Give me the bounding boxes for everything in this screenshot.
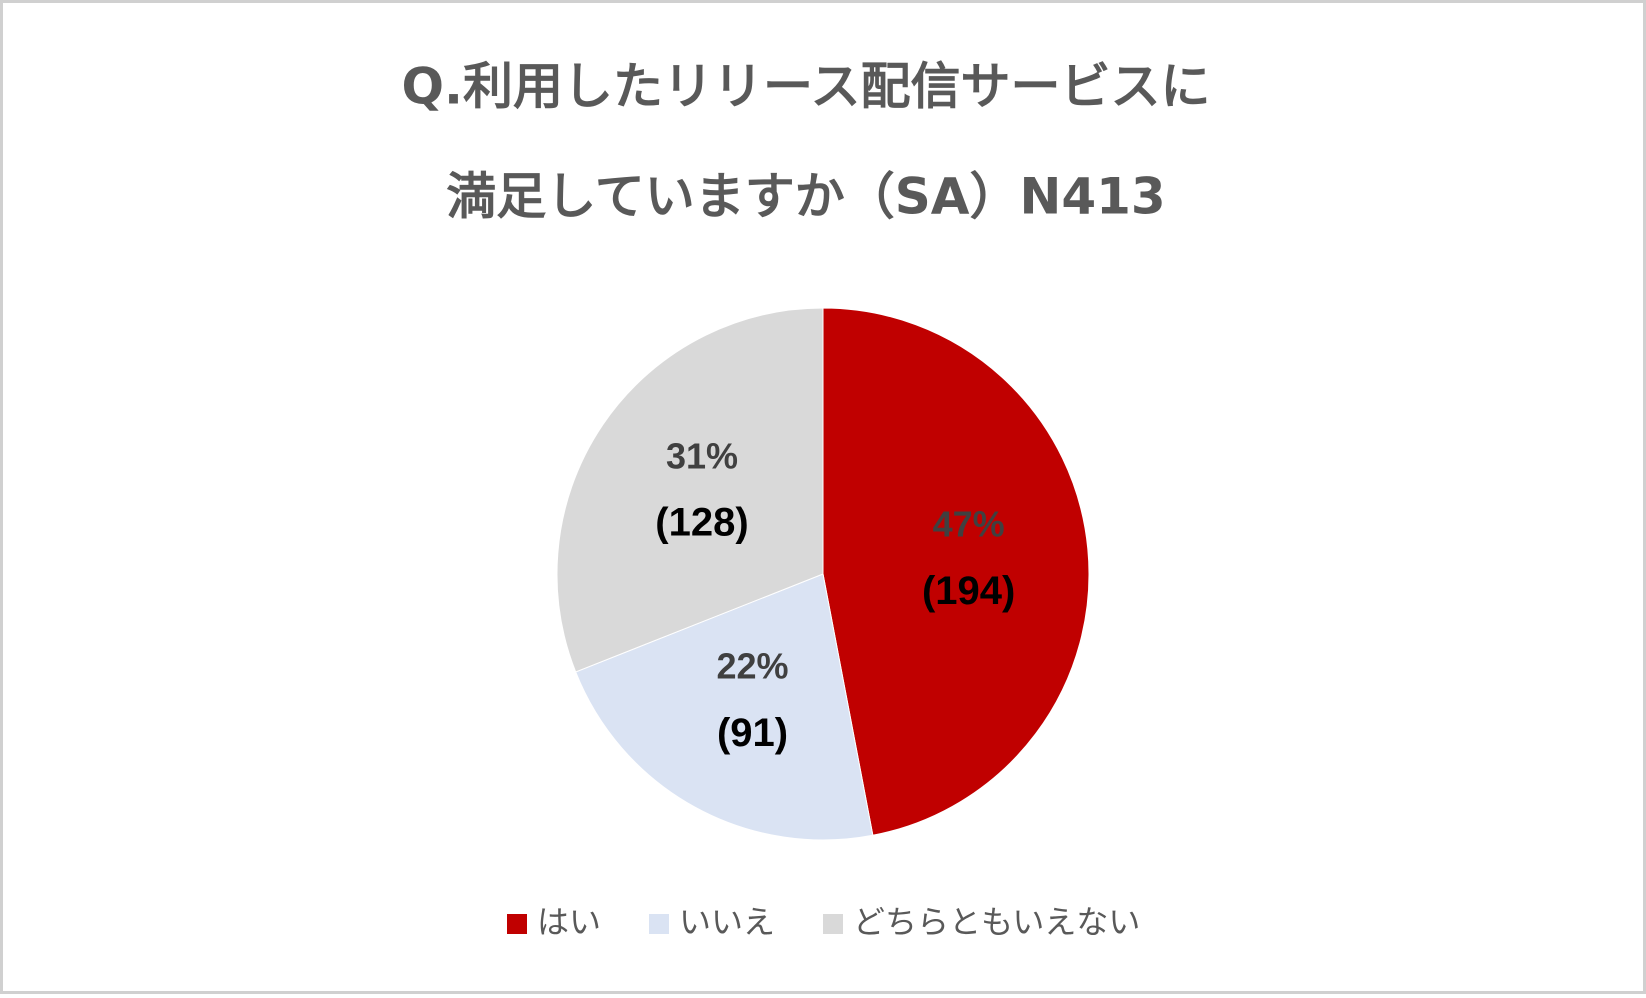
pie-slice — [575, 573, 874, 841]
legend-swatch — [823, 914, 843, 934]
chart-title: 満足していますか（SA）N413 — [446, 168, 1165, 226]
chart-title: Q.利用したリリース配信サービスに — [402, 58, 1211, 116]
value-label: 22% — [716, 646, 788, 687]
value-label: 47% — [933, 504, 1005, 545]
pie-slice — [822, 307, 1090, 836]
count-label: (128) — [655, 500, 748, 544]
value-label: 31% — [666, 435, 738, 476]
legend-swatch — [649, 914, 669, 934]
legend-label: どちらともいえない — [853, 903, 1140, 941]
pie-slice — [556, 307, 824, 673]
count-label: (91) — [717, 711, 788, 755]
legend-label: いいえ — [679, 903, 775, 941]
count-label: (194) — [922, 569, 1015, 613]
legend-label: はい — [537, 903, 601, 941]
legend-swatch — [507, 914, 527, 934]
